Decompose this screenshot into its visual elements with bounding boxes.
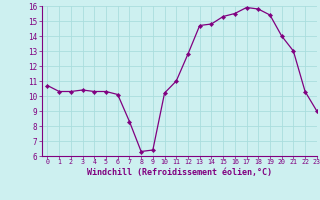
X-axis label: Windchill (Refroidissement éolien,°C): Windchill (Refroidissement éolien,°C) bbox=[87, 168, 272, 177]
